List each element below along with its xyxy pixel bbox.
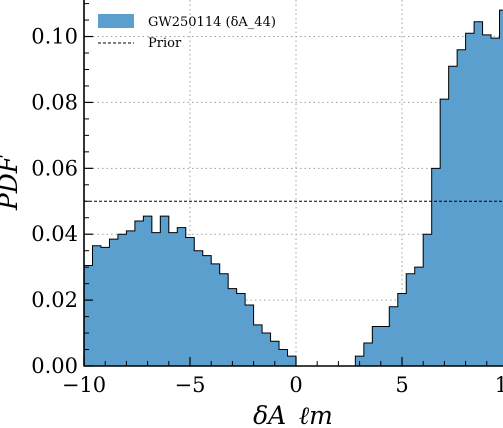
- histogram-step-outline: [84, 9, 503, 366]
- histogram-bar: [100, 247, 110, 366]
- histogram-bar: [262, 333, 271, 366]
- legend-label-prior: Prior: [148, 36, 182, 51]
- histogram-bar: [380, 326, 390, 366]
- histogram-bar: [143, 216, 153, 366]
- histogram-bar: [431, 168, 441, 366]
- histogram-bar: [194, 250, 204, 366]
- histogram-bar: [84, 265, 93, 366]
- histogram-bar: [372, 326, 382, 366]
- histogram-bar: [474, 21, 483, 366]
- y-axis-title: PDF: [0, 154, 23, 211]
- histogram-bar: [134, 221, 144, 366]
- histogram-bar: [270, 341, 280, 366]
- legend: GW250114 (δA_44) Prior: [98, 14, 276, 51]
- histogram-bar: [389, 306, 399, 366]
- histogram-bar: [236, 293, 246, 366]
- y-tick-label: 0.00: [31, 354, 78, 378]
- histogram-bar: [219, 273, 229, 366]
- histogram-bar: [465, 33, 475, 366]
- histogram-bar: [202, 255, 212, 366]
- histogram-bar: [499, 10, 503, 366]
- x-tick-label: 0: [289, 373, 302, 397]
- histogram-bar: [397, 293, 407, 366]
- x-axis-title: δA_ℓm: [253, 401, 333, 428]
- histogram-bar: [160, 216, 170, 366]
- histogram-bar: [440, 99, 450, 366]
- histogram-bar: [92, 245, 102, 366]
- y-tick-label: 0.10: [31, 25, 78, 49]
- histogram-bar: [253, 324, 263, 366]
- legend-patch-gw250114: [98, 14, 134, 28]
- x-tick-label: −5: [175, 373, 206, 397]
- y-tick-label: 0.08: [31, 90, 78, 114]
- histogram-bar: [423, 234, 433, 366]
- histogram-bar: [406, 273, 416, 366]
- histogram-bar: [287, 356, 297, 366]
- x-tick-label: 5: [395, 373, 408, 397]
- histogram-bar: [491, 38, 500, 366]
- histogram-bar: [414, 267, 424, 366]
- y-tick-label: 0.02: [31, 288, 78, 312]
- histogram-bar: [482, 34, 492, 366]
- histogram-bar: [151, 232, 161, 366]
- histogram-bar: [177, 227, 187, 366]
- histogram-bars: [84, 10, 503, 366]
- histogram-bar: [457, 49, 466, 366]
- histogram-outline: [84, 9, 503, 366]
- legend-label-gw250114: GW250114 (δA_44): [148, 15, 276, 30]
- histogram-bar: [245, 305, 254, 366]
- histogram-bar: [168, 232, 178, 366]
- histogram-bar: [109, 239, 119, 366]
- histogram-bar: [228, 288, 238, 366]
- axes: [83, 0, 503, 367]
- histogram-bar: [279, 349, 288, 366]
- histogram-bar: [363, 342, 373, 366]
- histogram-bar: [185, 237, 195, 366]
- x-tick-label: −10: [62, 373, 106, 397]
- histogram-bar: [211, 263, 221, 366]
- tick-labels: −10 −5 0 5 10 0.00 0.02 0.04 0.06 0.08 0.10: [31, 25, 503, 397]
- y-tick-label: 0.04: [31, 222, 78, 246]
- histogram-bar: [117, 234, 127, 366]
- y-tick-label: 0.06: [31, 156, 78, 180]
- histogram-bar: [126, 230, 136, 366]
- histogram-bar: [448, 66, 458, 366]
- ticks: [83, 3, 488, 367]
- x-tick-label: 10: [495, 373, 503, 397]
